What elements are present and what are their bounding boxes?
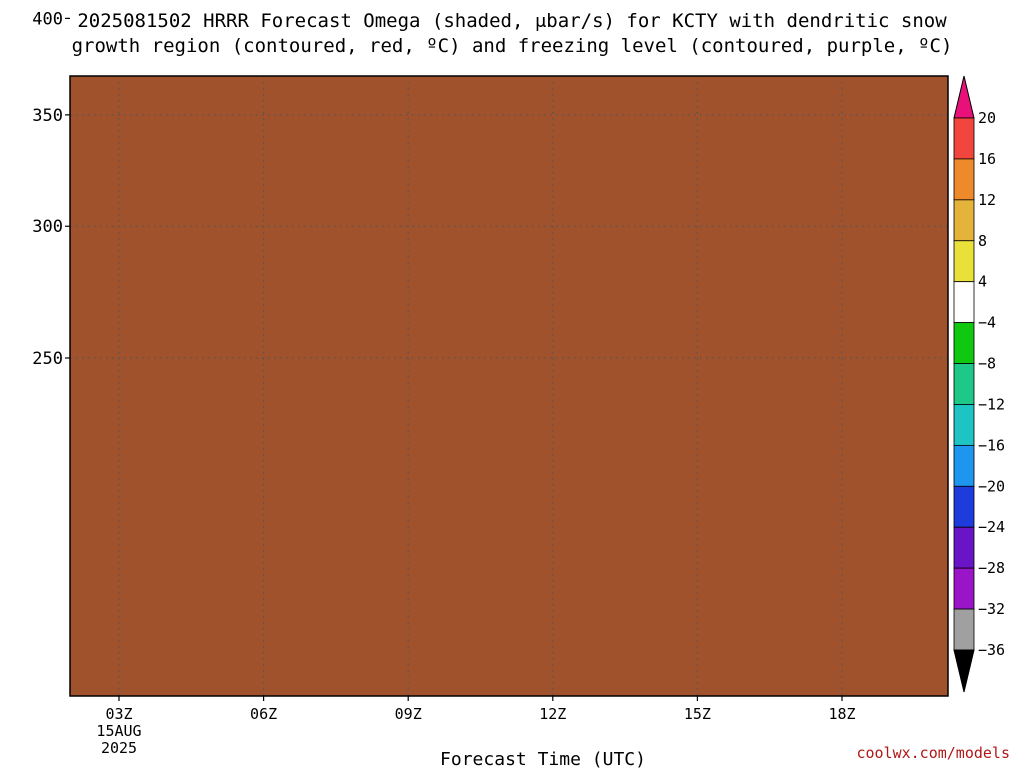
x-date-label: 2025: [101, 739, 137, 757]
colorbar-bin: [953, 567, 975, 610]
x-tick-label: 12Z: [539, 705, 566, 723]
colorbar-tick-label: −32: [978, 600, 1005, 618]
colorbar-bin: [953, 240, 975, 283]
x-tick-label: 03Z: [105, 705, 132, 723]
colorbar-bin: [953, 608, 975, 651]
colorbar: 20 16 12 8 4 −4 −8 −12 −16 −20 −24 −28 −32 −36: [953, 75, 1005, 693]
colorbar-tick-label: 20: [978, 109, 996, 127]
colorbar-tick-label: −20: [978, 477, 1005, 495]
colorbar-bin: [953, 199, 975, 242]
terrain-band: [70, 76, 948, 696]
x-tick-label: 18Z: [828, 705, 855, 723]
colorbar-tick-label: −36: [978, 641, 1005, 659]
colorbar-bin: [953, 404, 975, 446]
colorbar-bin: [953, 444, 975, 487]
plot-area: -18-12-12000: [70, 29, 948, 696]
x-tick-label: 09Z: [395, 705, 422, 723]
x-tick-label: 15Z: [684, 705, 711, 723]
colorbar-bin: [953, 117, 975, 160]
y-tick-label: 250: [32, 349, 63, 369]
y-tick-label: 300: [32, 217, 63, 237]
chart-title: 2025081502 HRRR Forecast Omega (shaded, …: [77, 10, 947, 32]
colorbar-tick-label: 4: [978, 273, 987, 291]
contour-isotherm-m18: [71, 29, 939, 48]
contour-label: -18: [348, 41, 372, 56]
colorbar-bin: [953, 158, 975, 201]
colorbar-max-triangle: [953, 75, 975, 119]
colorbar-tick-label: −24: [978, 518, 1005, 536]
colorbar-bin: [953, 363, 975, 405]
colorbar-tick-label: −16: [978, 436, 1005, 454]
colorbar-bin: [953, 526, 975, 569]
contour-label-bg: [346, 40, 374, 54]
colorbar-tick-label: 16: [978, 150, 996, 168]
colorbar-bin: [953, 281, 975, 324]
colorbar-bin: [953, 322, 975, 364]
x-axis-title: Forecast Time (UTC): [440, 749, 646, 768]
credit-text[interactable]: coolwx.com/models: [856, 744, 1010, 762]
colorbar-bin: [953, 485, 975, 528]
colorbar-tick-label: −12: [978, 395, 1005, 413]
x-tick-label: 06Z: [250, 705, 277, 723]
colorbar-tick-label: 8: [978, 232, 987, 250]
y-tick-label: 350: [32, 106, 63, 126]
y-tick-label: 400: [32, 9, 63, 29]
colorbar-tick-label: 12: [978, 191, 996, 209]
colorbar-tick-label: −28: [978, 559, 1005, 577]
x-date-label: 15AUG: [96, 722, 141, 740]
colorbar-min-triangle: [953, 649, 975, 693]
chart-subtitle: growth region (contoured, red, ºC) and f…: [71, 35, 953, 57]
colorbar-tick-label: −4: [978, 314, 996, 332]
colorbar-tick-label: −8: [978, 355, 996, 373]
plot-frame: [69, 75, 949, 697]
